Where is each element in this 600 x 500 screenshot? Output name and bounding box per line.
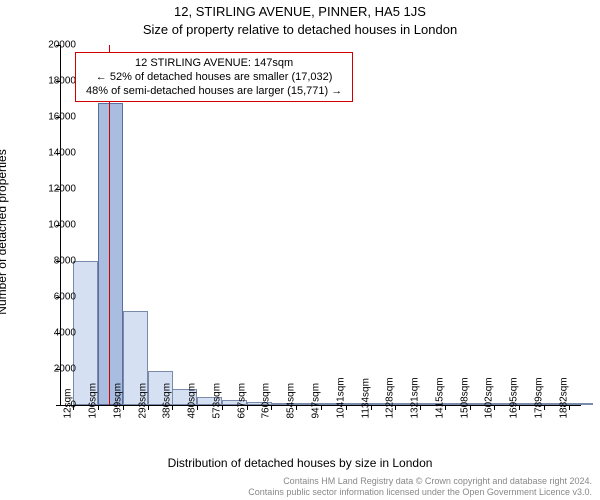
x-tick-mark [271,405,272,410]
footer-line-1: Contains HM Land Registry data © Crown c… [248,476,592,487]
histogram-bar [98,103,123,405]
y-tick-label: 10000 [48,220,76,231]
x-axis-label: Distribution of detached houses by size … [0,456,600,470]
x-tick-mark [296,405,297,410]
y-tick-label: 2000 [54,364,76,375]
annotation-line-1: 12 STIRLING AVENUE: 147sqm [86,56,342,70]
x-tick-mark [395,405,396,410]
y-tick-label: 4000 [54,328,76,339]
x-tick-mark [494,405,495,410]
annotation-line-3: 48% of semi-detached houses are larger (… [86,84,342,98]
y-tick-mark [56,405,61,406]
histogram-bar [569,403,594,405]
x-tick-mark [172,405,173,410]
y-tick-label: 12000 [48,184,76,195]
annotation-callout: 12 STIRLING AVENUE: 147sqm ← 52% of deta… [75,52,353,102]
y-tick-label: 20000 [48,40,76,51]
footer-attribution: Contains HM Land Registry data © Crown c… [248,476,592,498]
page-root: 12, STIRLING AVENUE, PINNER, HA5 1JS Siz… [0,0,600,500]
annotation-line-2: ← 52% of detached houses are smaller (17… [86,70,342,84]
footer-line-2: Contains public sector information licen… [248,487,592,498]
y-tick-label: 18000 [48,76,76,87]
y-tick-label: 16000 [48,112,76,123]
chart-super-title: 12, STIRLING AVENUE, PINNER, HA5 1JS [0,4,600,19]
chart-title: Size of property relative to detached ho… [0,22,600,37]
y-tick-label: 8000 [54,256,76,267]
y-axis-label: Number of detached properties [0,149,9,314]
y-tick-label: 6000 [54,292,76,303]
y-tick-label: 14000 [48,148,76,159]
